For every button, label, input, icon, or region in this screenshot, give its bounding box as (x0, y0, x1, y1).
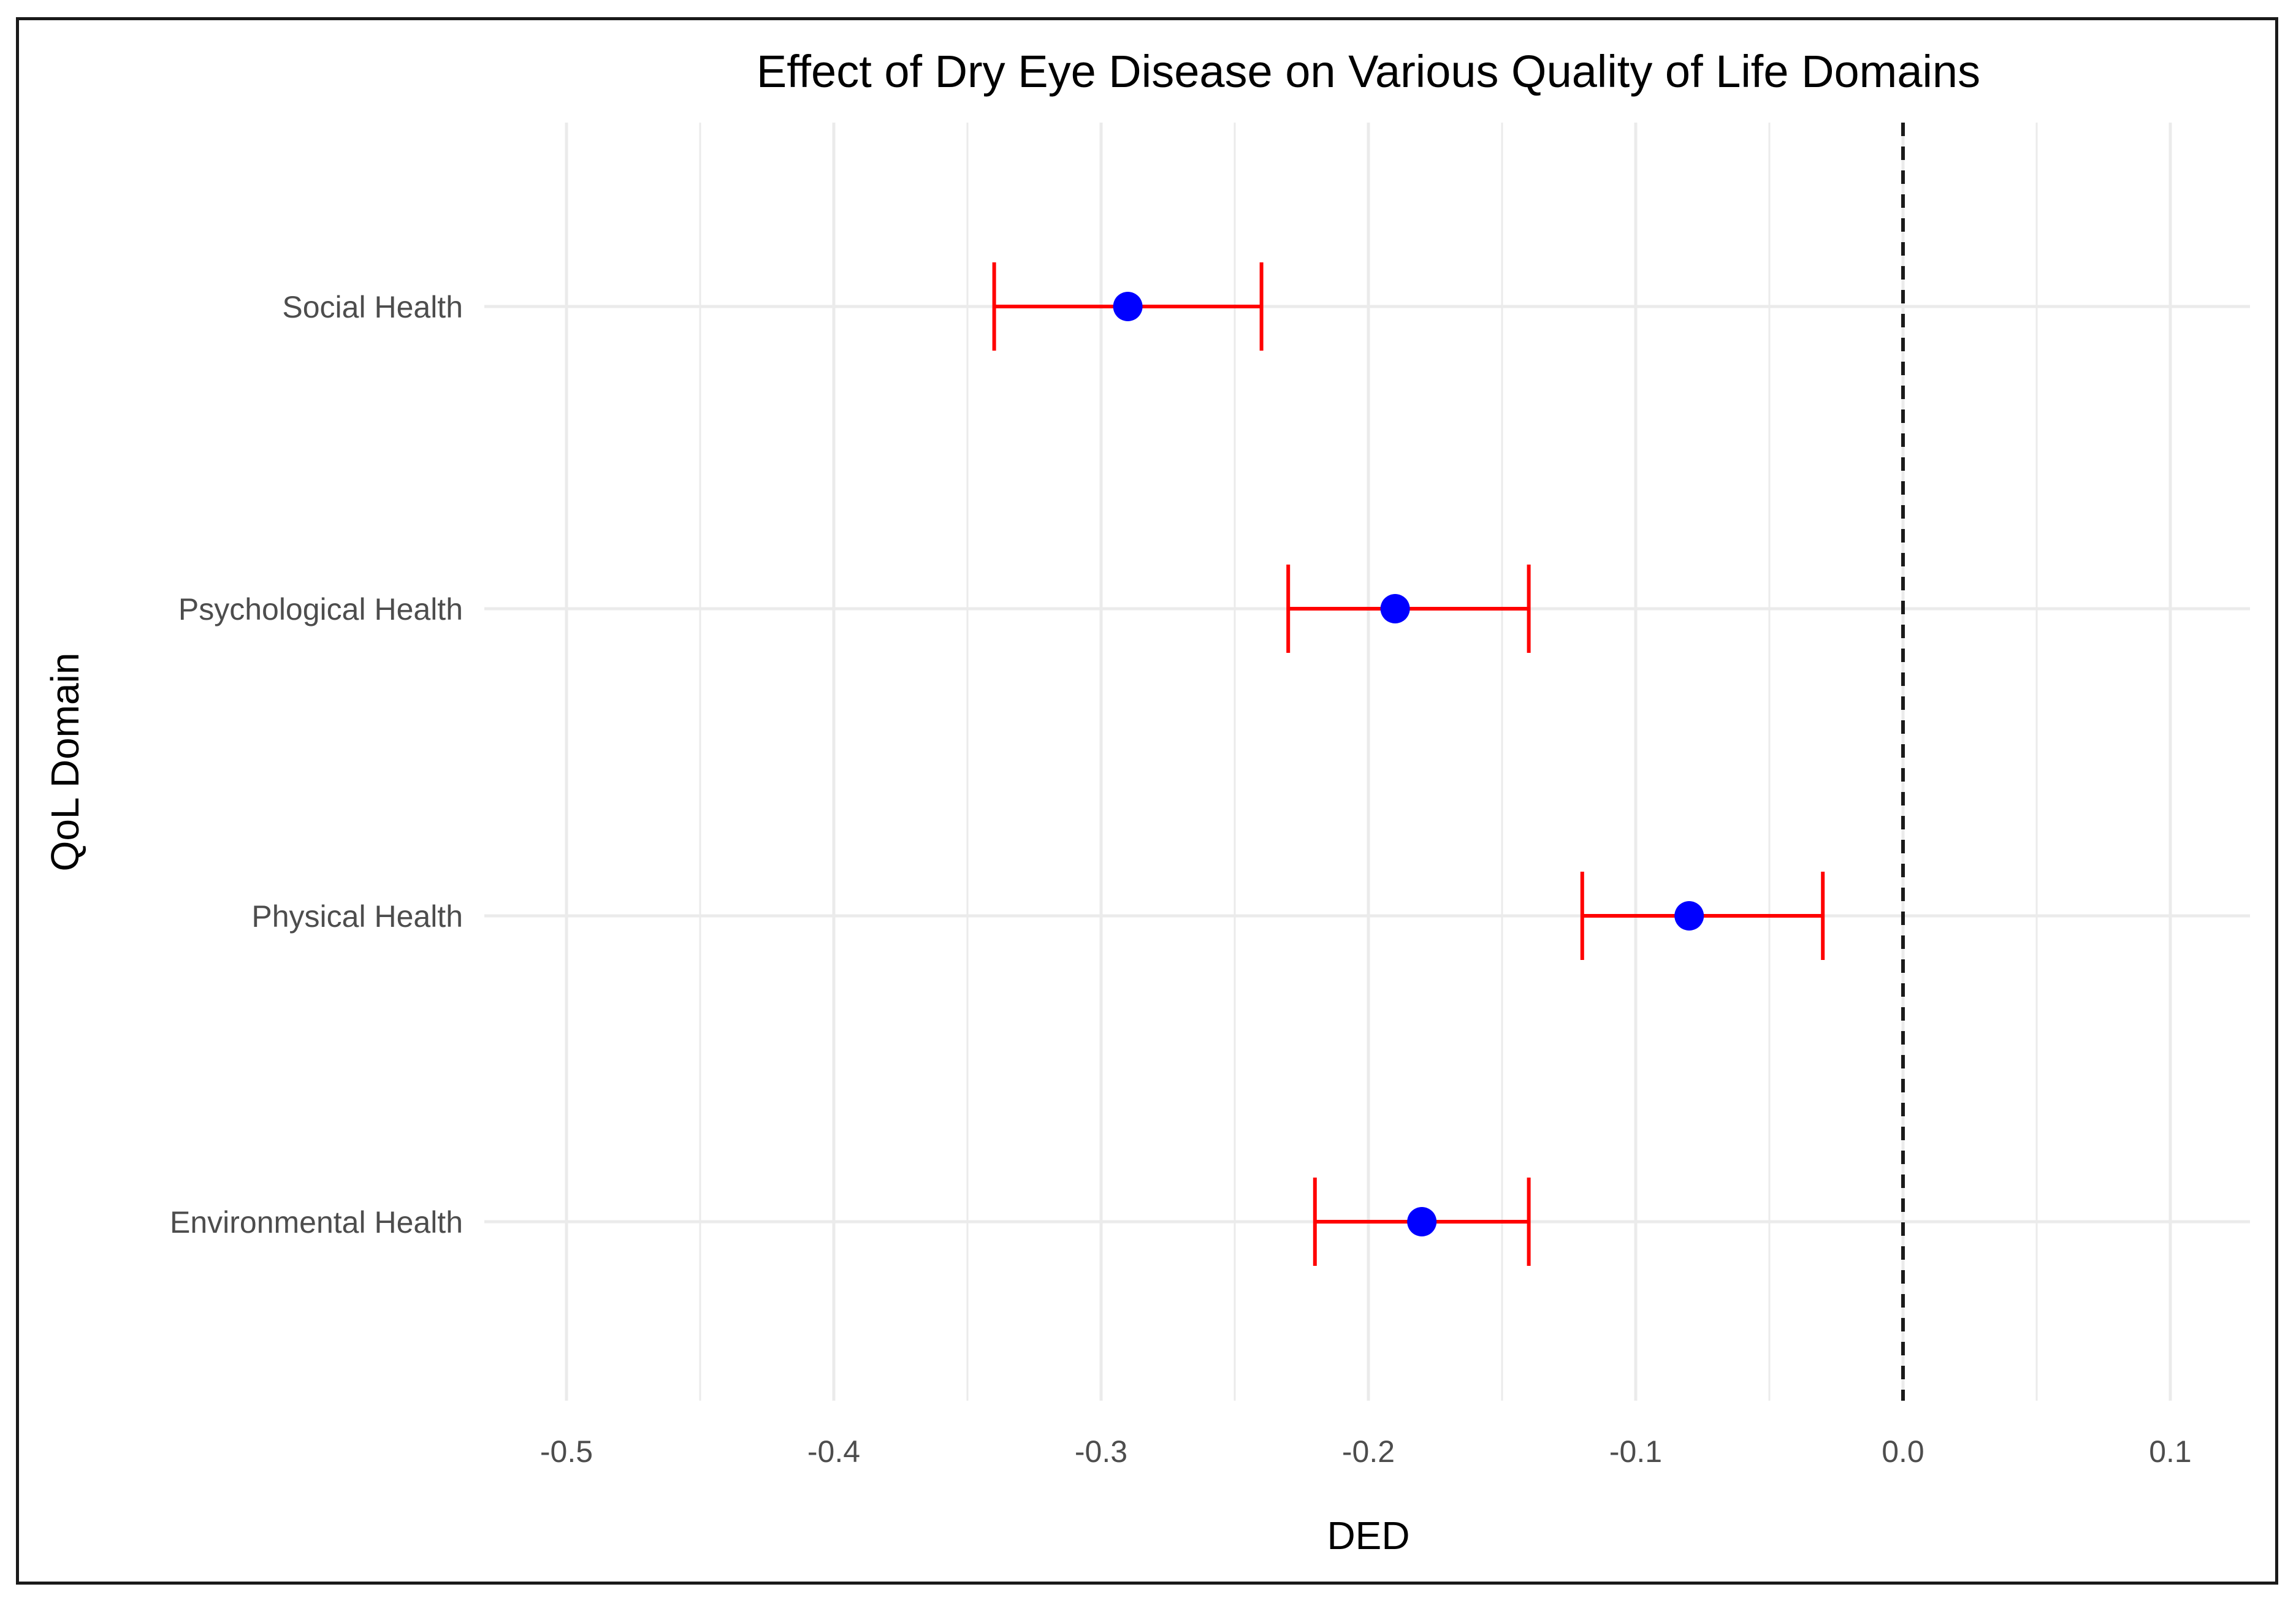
y-tick-label: Physical Health (251, 899, 463, 934)
y-tick-label: Social Health (282, 290, 463, 324)
estimate-point (1113, 292, 1143, 321)
x-tick-labels: -0.5 -0.4 -0.3 -0.2 -0.1 0.0 0.1 (540, 1434, 2192, 1469)
error-bar-group (1580, 872, 1825, 960)
x-tick-label: -0.1 (1609, 1434, 1662, 1469)
estimate-point (1380, 594, 1410, 623)
x-tick-label: -0.4 (807, 1434, 860, 1469)
error-bar-group (1313, 1178, 1531, 1266)
x-tick-label: -0.5 (540, 1434, 593, 1469)
error-bar-group (992, 262, 1264, 351)
estimate-point (1674, 901, 1704, 931)
grid-lines (484, 123, 2250, 1401)
x-tick-label: -0.3 (1075, 1434, 1127, 1469)
x-tick-label: 0.0 (1882, 1434, 1924, 1469)
estimate-point (1407, 1207, 1437, 1236)
y-tick-labels: Social Health Psychological Health Physica… (170, 290, 463, 1239)
x-tick-label: 0.1 (2149, 1434, 2192, 1469)
y-tick-label: Environmental Health (170, 1205, 463, 1239)
y-tick-label: Psychological Health (178, 592, 463, 626)
error-bar-group (1286, 565, 1531, 653)
y-axis-title: QoL Domain (43, 653, 87, 872)
x-tick-label: -0.2 (1342, 1434, 1395, 1469)
data-marks (992, 262, 1825, 1266)
chart-title: Effect of Dry Eye Disease on Various Qua… (757, 46, 1980, 97)
x-axis-title: DED (1327, 1514, 1409, 1558)
